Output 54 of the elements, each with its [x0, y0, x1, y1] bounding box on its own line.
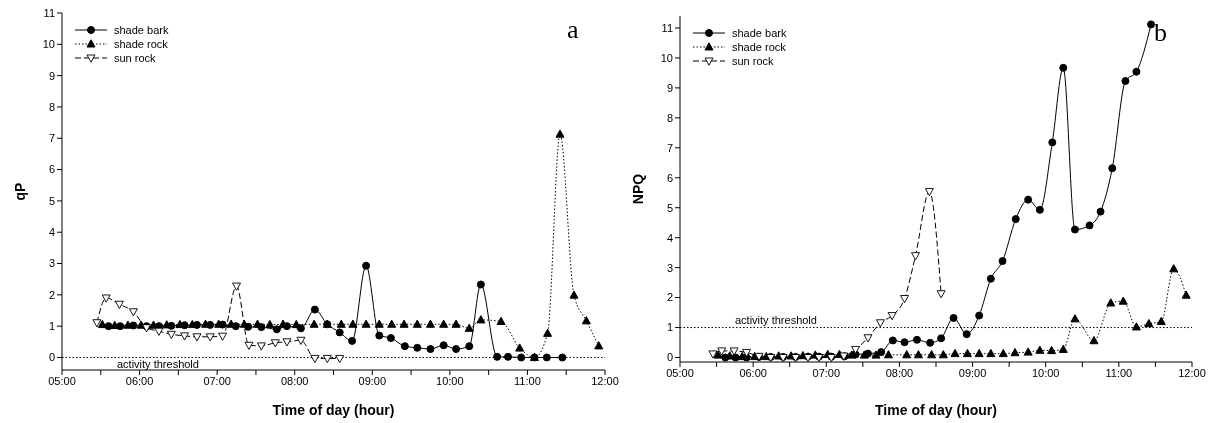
y-tick-label: 10 [660, 51, 673, 64]
y-tick-label: 8 [666, 111, 673, 124]
x-tick-label: 05:00 [48, 374, 76, 387]
legend-label: shade bark [732, 26, 787, 40]
x-tick-label: 05:00 [666, 366, 694, 379]
ref-line-label: activity threshold [735, 313, 817, 326]
annotation: a [567, 15, 579, 45]
x-tick-label: 10:00 [1031, 366, 1060, 379]
y-tick-label: 4 [666, 231, 673, 244]
x-tick-label: 07:00 [203, 374, 231, 387]
y-axis-title: qP [11, 182, 28, 201]
annotation: b [1154, 18, 1167, 48]
y-tick-label: 1 [48, 320, 55, 333]
x-tick-label: 12:00 [591, 374, 619, 387]
x-tick-label: 06:00 [125, 374, 154, 387]
y-tick-label: 2 [48, 288, 55, 301]
y-axis-title: NPQ [629, 173, 646, 205]
y-tick-label: 3 [48, 257, 55, 270]
y-tick-label: 9 [666, 81, 673, 94]
y-tick-label: 3 [666, 261, 673, 274]
y-tick-label: 6 [48, 163, 55, 176]
legend-label: sun rock [732, 54, 774, 68]
legend-label: shade rock [732, 40, 786, 54]
y-tick-label: 9 [48, 69, 55, 82]
y-tick-label: 8 [48, 100, 55, 113]
ref-line-label: activity threshold [117, 358, 199, 371]
y-tick-label: 0 [666, 351, 673, 364]
y-tick-label: 11 [661, 21, 673, 34]
x-tick-label: 08:00 [885, 366, 914, 379]
y-tick-label: 1 [666, 321, 673, 334]
x-tick-label: 07:00 [812, 366, 841, 379]
x-tick-label: 11:00 [514, 374, 541, 387]
y-tick-label: 6 [666, 171, 673, 184]
legend-label: shade rock [114, 37, 168, 51]
x-tick-label: 08:00 [280, 374, 309, 387]
y-tick-label: 5 [666, 201, 673, 214]
y-tick-label: 7 [48, 132, 55, 145]
y-tick-label: 0 [48, 351, 55, 364]
x-tick-label: 10:00 [436, 374, 464, 387]
y-tick-label: 10 [42, 38, 55, 51]
x-axis-title: Time of day (hour) [272, 402, 395, 418]
x-tick-label: 12:00 [1178, 366, 1206, 379]
y-tick-label: 11 [43, 6, 55, 19]
x-tick-label: 09:00 [358, 374, 387, 387]
x-axis-title: Time of day (hour) [875, 402, 997, 418]
y-tick-label: 5 [48, 194, 55, 207]
y-tick-label: 7 [666, 141, 673, 154]
x-tick-label: 09:00 [958, 366, 987, 379]
x-tick-label: 06:00 [739, 366, 767, 379]
x-tick-label: 11:00 [1105, 366, 1133, 379]
legend-label: shade bark [114, 23, 169, 37]
y-tick-label: 2 [666, 291, 673, 304]
legend-label: sun rock [114, 51, 156, 65]
y-tick-label: 4 [48, 226, 55, 239]
